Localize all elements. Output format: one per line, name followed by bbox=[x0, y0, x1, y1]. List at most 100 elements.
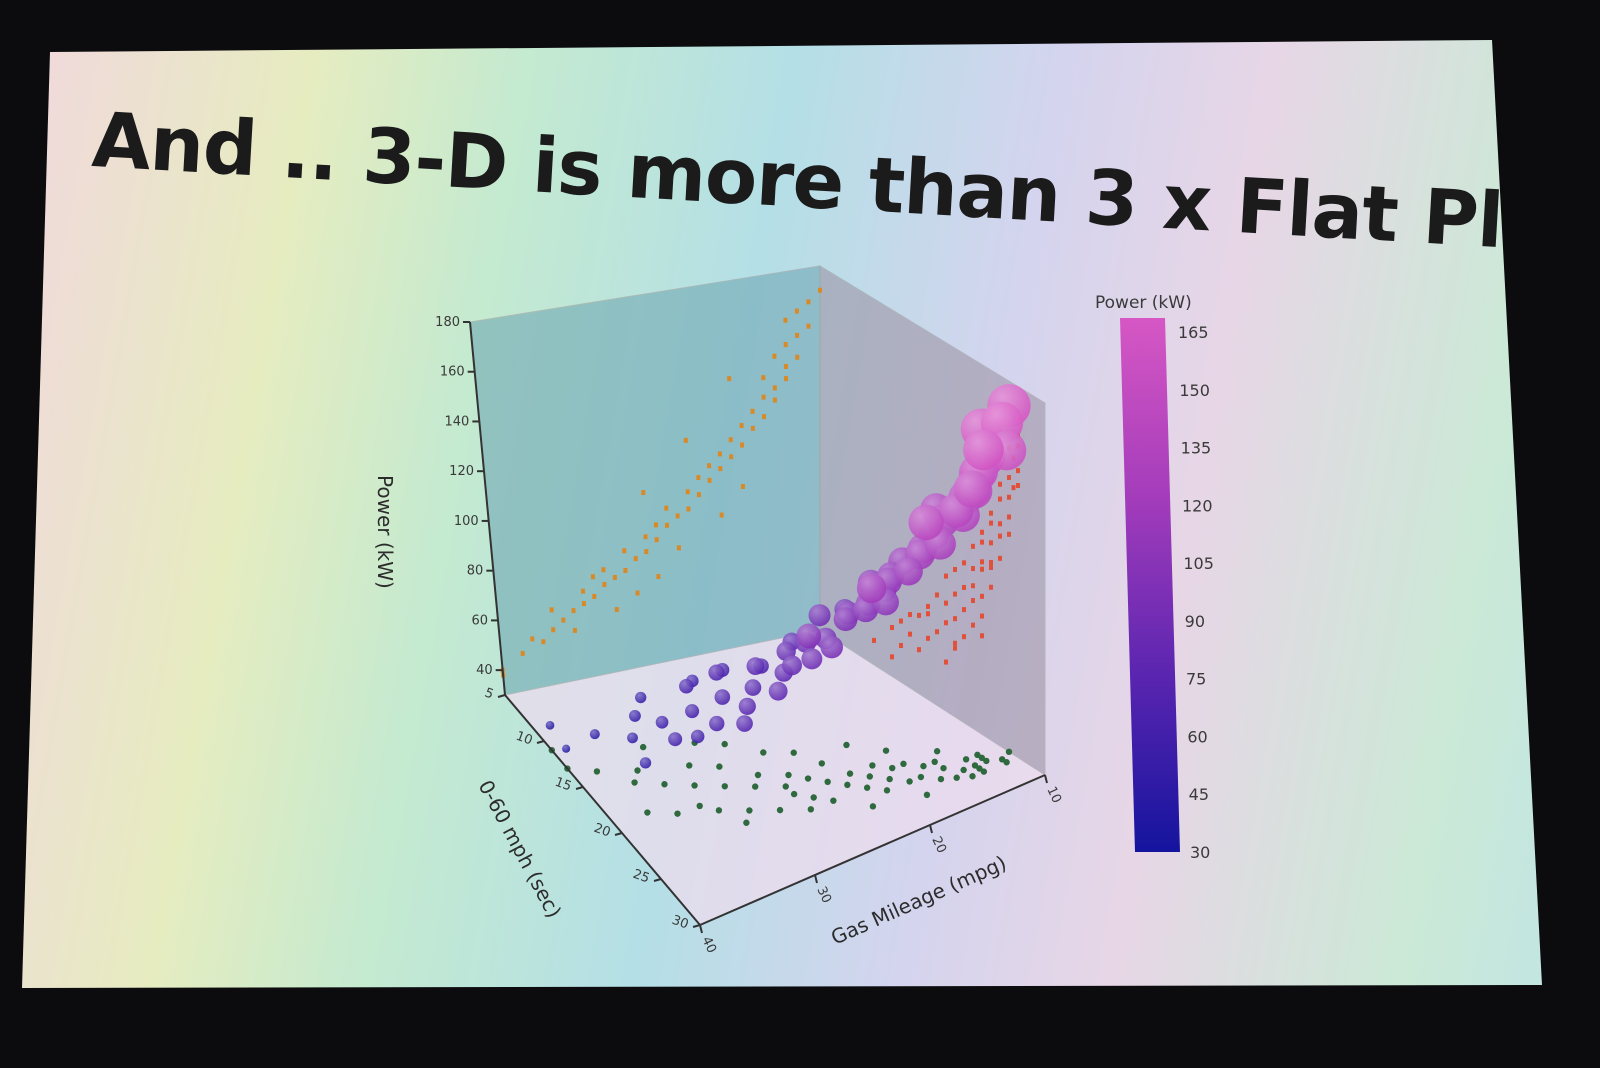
bubble-highlight bbox=[908, 504, 944, 541]
floor-projection-point bbox=[978, 754, 986, 762]
floor-projection-point bbox=[810, 794, 817, 801]
left-wall-projection-point bbox=[549, 607, 554, 613]
colorbar-tick-label: 60 bbox=[1187, 727, 1207, 746]
right-wall-projection-point bbox=[980, 559, 984, 565]
floor-projection-point bbox=[1005, 748, 1013, 755]
left-wall-projection-point bbox=[707, 463, 712, 469]
floor-projection-point bbox=[830, 797, 837, 804]
left-wall-projection-point bbox=[612, 575, 617, 581]
bubble-highlight bbox=[963, 429, 1004, 471]
colorbar-gradient bbox=[1120, 318, 1180, 852]
left-wall-projection-point bbox=[602, 582, 607, 588]
floor-projection-point bbox=[906, 778, 913, 785]
floor-projection-point bbox=[886, 775, 893, 783]
colorbar-tick-label: 30 bbox=[1190, 843, 1210, 862]
left-wall-projection-point bbox=[818, 287, 822, 293]
left-wall-projection-point bbox=[653, 522, 658, 528]
y-tick-label: 20 bbox=[592, 821, 613, 841]
left-wall-projection-point bbox=[656, 574, 661, 580]
floor-projection-point bbox=[933, 748, 941, 755]
floor-projection-point bbox=[760, 749, 767, 756]
right-wall-projection-point bbox=[908, 612, 912, 618]
right-wall-projection-point bbox=[872, 637, 876, 643]
x-tick-label: 30 bbox=[813, 884, 834, 905]
floor-projection-point bbox=[696, 802, 703, 810]
bubble-highlight bbox=[589, 729, 600, 740]
bubble-highlight bbox=[796, 623, 822, 649]
left-wall-projection-point bbox=[761, 394, 766, 400]
right-wall-projection-point bbox=[1007, 474, 1011, 480]
floor-projection-point bbox=[631, 779, 638, 786]
right-wall-projection-point bbox=[917, 612, 921, 618]
floor-projection-point bbox=[882, 747, 890, 754]
right-wall-projection-point bbox=[962, 634, 966, 640]
right-wall-projection-point bbox=[998, 521, 1002, 527]
bubble-highlight bbox=[655, 715, 669, 729]
floor-projection-point bbox=[686, 762, 693, 769]
floor-projection-point bbox=[782, 783, 789, 790]
floor-projection-point bbox=[790, 749, 797, 756]
left-wall-projection-point bbox=[696, 492, 701, 498]
bubble-highlight bbox=[736, 715, 753, 732]
right-wall-projection-point bbox=[944, 620, 948, 626]
z-tick-label: 140 bbox=[445, 414, 470, 429]
right-wall-projection-point bbox=[890, 625, 894, 631]
x-tick-label: 20 bbox=[928, 834, 949, 855]
left-wall-projection-point bbox=[784, 376, 789, 382]
z-tick-label: 120 bbox=[449, 464, 474, 479]
left-wall-projection-point bbox=[696, 475, 701, 481]
z-axis-label: Power (kW) bbox=[373, 475, 397, 589]
left-wall-projection-point bbox=[729, 454, 734, 460]
floor-projection-point bbox=[920, 762, 927, 770]
right-wall-projection-point bbox=[971, 583, 975, 589]
floor-projection-point bbox=[940, 764, 947, 772]
left-wall-projection-point bbox=[683, 437, 688, 443]
floor-projection-point bbox=[883, 787, 891, 794]
left-wall-projection-point bbox=[622, 548, 627, 554]
right-wall-projection-point bbox=[980, 633, 984, 639]
floor-projection-point bbox=[869, 762, 876, 769]
left-wall-projection-point bbox=[581, 588, 586, 594]
colorbar-tick-label: 120 bbox=[1182, 496, 1213, 515]
left-wall-projection-point bbox=[590, 574, 595, 580]
left-wall-projection-point bbox=[614, 607, 619, 613]
x-tick bbox=[929, 824, 933, 834]
left-wall-projection-point bbox=[772, 397, 777, 403]
floor-projection-point bbox=[716, 763, 723, 770]
right-wall-projection-point bbox=[980, 613, 984, 619]
z-tick-label: 60 bbox=[471, 613, 488, 628]
y-axis-label: 0-60 mph (sec) bbox=[474, 776, 567, 922]
floor-projection-point bbox=[962, 756, 970, 763]
left-wall-projection-point bbox=[718, 466, 723, 472]
z-tick-label: 80 bbox=[467, 564, 484, 579]
left-wall-projection-point bbox=[686, 506, 691, 512]
colorbar-tick-label: 75 bbox=[1186, 670, 1206, 689]
left-wall-pane bbox=[469, 265, 821, 696]
floor-projection-point bbox=[807, 806, 815, 813]
left-wall-projection-point bbox=[643, 534, 648, 540]
right-wall-projection-point bbox=[953, 645, 957, 651]
floor-projection-point bbox=[785, 771, 792, 779]
y-tick bbox=[575, 786, 584, 790]
left-wall-projection-point bbox=[601, 567, 606, 573]
right-wall-projection-point bbox=[899, 643, 903, 649]
right-wall-projection-point bbox=[998, 533, 1002, 539]
left-wall-projection-point bbox=[551, 627, 556, 633]
right-wall-projection-point bbox=[908, 631, 912, 637]
y-tick-label: 15 bbox=[553, 775, 574, 795]
right-wall-projection-point bbox=[1007, 514, 1011, 520]
floor-projection-point bbox=[721, 740, 728, 748]
left-wall-projection-point bbox=[623, 567, 628, 573]
floor-projection-point bbox=[634, 767, 641, 774]
left-wall-projection-point bbox=[772, 353, 777, 359]
left-wall-projection-point bbox=[707, 477, 712, 483]
right-wall-projection-point bbox=[953, 640, 957, 646]
right-wall-projection-point bbox=[926, 611, 930, 617]
floor-projection-point bbox=[754, 771, 762, 779]
floor-projection-point bbox=[863, 784, 871, 791]
floor-projection-point bbox=[937, 775, 945, 783]
left-wall-projection-point bbox=[761, 414, 766, 420]
right-wall-projection-point bbox=[1011, 485, 1016, 491]
right-wall-projection-point bbox=[1007, 531, 1011, 537]
